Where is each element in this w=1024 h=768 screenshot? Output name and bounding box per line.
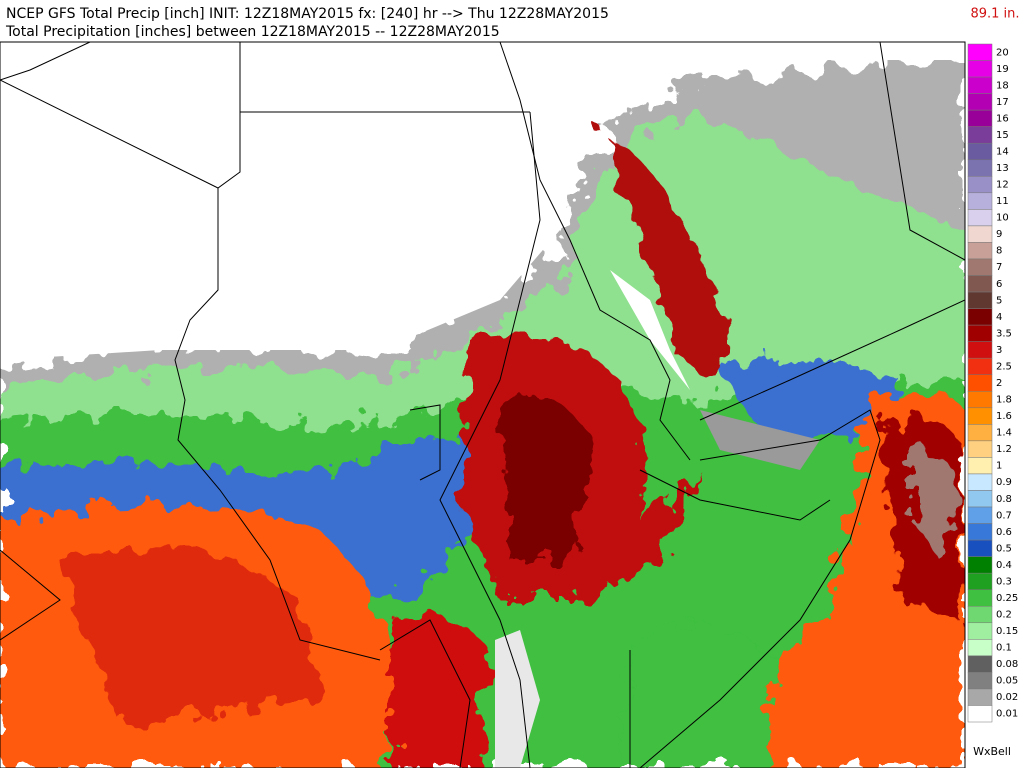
legend-swatch: [967, 539, 993, 557]
legend-label: 0.6: [996, 527, 1012, 538]
title: NCEP GFS Total Precip [inch] INIT: 12Z18…: [6, 6, 609, 22]
legend-label: 10: [996, 213, 1009, 224]
legend-swatch: [967, 176, 993, 194]
legend-label: 1.2: [996, 444, 1012, 455]
legend-label: 13: [996, 163, 1009, 174]
legend-swatch: [967, 357, 993, 375]
legend-swatch: [967, 60, 993, 78]
legend-label: 8: [996, 246, 1002, 257]
legend-swatch: [967, 43, 993, 61]
legend-label: 0.3: [996, 576, 1012, 587]
legend-label: 12: [996, 180, 1009, 191]
legend-swatch: [967, 639, 993, 657]
legend-swatch: [967, 589, 993, 607]
legend-label: 16: [996, 113, 1009, 124]
legend-swatch: [967, 76, 993, 94]
legend-swatch: [967, 192, 993, 210]
legend-label: 1.8: [996, 395, 1012, 406]
legend-label: 0.15: [996, 626, 1018, 637]
legend-swatch: [967, 159, 993, 177]
legend-swatch: [967, 457, 993, 475]
legend-label: 9: [996, 229, 1002, 240]
borders: [0, 42, 965, 768]
legend-label: 0.9: [996, 477, 1012, 488]
legend-swatch: [967, 308, 993, 326]
legend-label: 0.02: [996, 692, 1018, 703]
precip-field: [0, 42, 965, 768]
legend-swatch: [967, 275, 993, 293]
legend-label: 19: [996, 64, 1009, 75]
legend-label: 4: [996, 312, 1002, 323]
legend-swatch: [967, 407, 993, 425]
legend-swatch: [967, 126, 993, 144]
legend-label: 7: [996, 262, 1002, 273]
legend-swatch: [967, 374, 993, 392]
legend-label: 0.05: [996, 676, 1018, 687]
legend-swatch: [967, 142, 993, 161]
legend-label: 2: [996, 378, 1002, 389]
legend-swatch: [967, 622, 993, 640]
legend-label: 0.7: [996, 510, 1012, 521]
legend-label: 5: [996, 295, 1002, 306]
legend-swatch: [967, 473, 993, 491]
legend-swatch: [967, 605, 993, 624]
legend-label: 0.4: [996, 560, 1012, 571]
legend-swatch: [967, 225, 993, 243]
legend-swatch: [967, 440, 993, 458]
max-value: 89.1 in.: [970, 7, 1019, 22]
legend-label: 0.25: [996, 593, 1018, 604]
color-legend: 20 19 18 17 16 15 14 13 12 11 10 9 8 7 6 5 4 3.5 3 2.5 2 1.8 1…: [967, 43, 1018, 723]
legend-label: 11: [996, 196, 1009, 207]
legend-label: 0.8: [996, 494, 1012, 505]
legend-swatch: [967, 490, 993, 508]
map-frame: [0, 41, 966, 768]
legend-label: 0.08: [996, 659, 1018, 670]
legend-swatch: [967, 688, 993, 706]
legend-swatch: [967, 109, 993, 127]
legend-label: 1.4: [996, 428, 1012, 439]
credit: WxBell: [973, 745, 1011, 758]
legend-swatch: [967, 391, 993, 409]
legend-swatch: [967, 506, 993, 524]
legend-label: 3.5: [996, 328, 1012, 339]
legend-label: 0.01: [996, 709, 1018, 720]
legend-swatch: [967, 209, 993, 227]
legend-swatch: [967, 556, 993, 574]
legend-swatch: [967, 93, 993, 111]
legend-label: 0.1: [996, 643, 1012, 654]
legend-swatch: [967, 523, 993, 541]
legend-swatch: [967, 424, 993, 442]
legend-swatch: [967, 258, 993, 276]
legend-label: 0.2: [996, 610, 1012, 621]
legend-label: 2.5: [996, 361, 1012, 372]
legend-swatch: [967, 705, 993, 723]
legend-swatch: [967, 291, 993, 309]
legend-label: 6: [996, 279, 1002, 290]
legend-label: 17: [996, 97, 1009, 108]
subtitle: Total Precipitation [inches] between 12Z…: [5, 24, 500, 40]
legend-swatch: [967, 572, 993, 590]
legend-label: 1.6: [996, 411, 1012, 422]
legend-swatch: [967, 324, 993, 342]
legend-label: 1: [996, 461, 1002, 472]
legend-swatch: [967, 672, 993, 690]
legend-swatch: [967, 655, 993, 673]
legend-label: 18: [996, 80, 1009, 91]
legend-label: 15: [996, 130, 1009, 141]
legend-label: 20: [996, 47, 1009, 58]
legend-swatch: [967, 242, 993, 260]
legend-label: 0.5: [996, 543, 1012, 554]
legend-swatch: [967, 341, 993, 359]
legend-label: 14: [996, 146, 1009, 157]
legend-label: 3: [996, 345, 1002, 356]
